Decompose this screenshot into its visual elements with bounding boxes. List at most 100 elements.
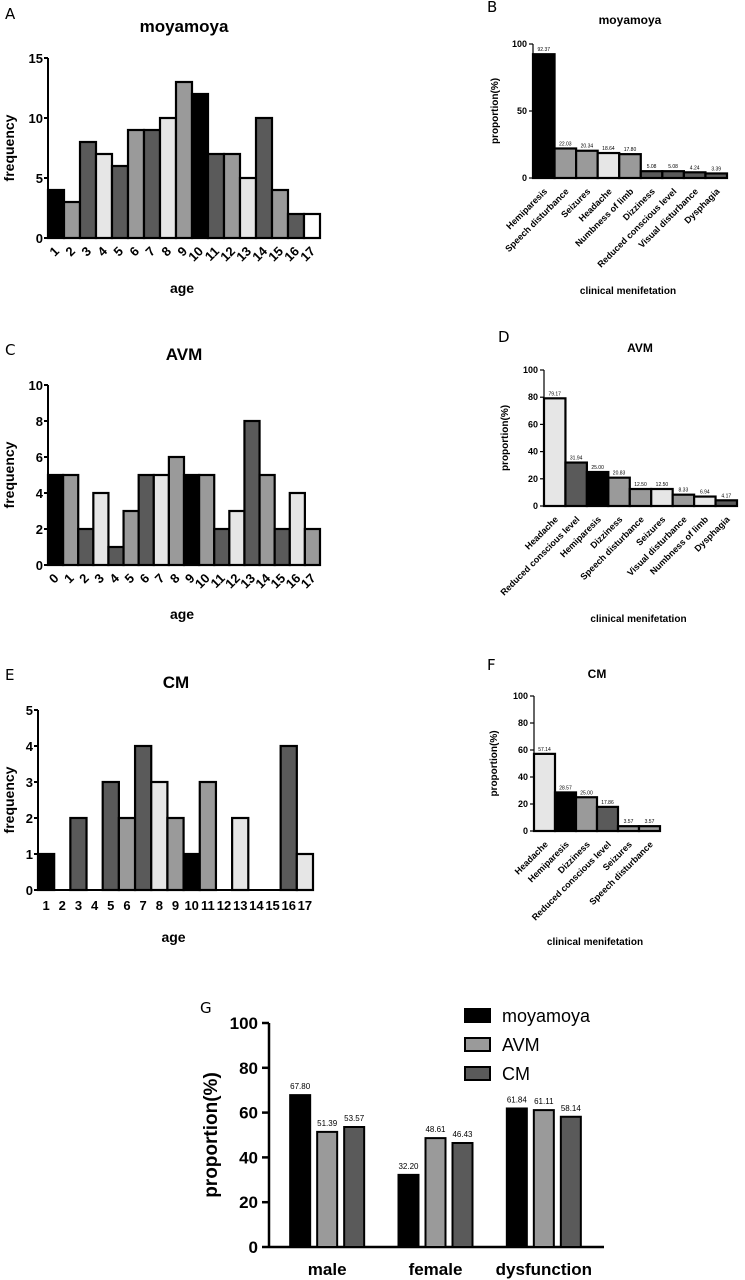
x-category-label: 5	[122, 571, 138, 587]
y-tick-label: 6	[36, 450, 43, 465]
bar-9	[174, 80, 194, 240]
bar-17	[303, 527, 322, 567]
data-label: 4.24	[690, 165, 700, 171]
bar-headache	[596, 151, 621, 180]
y-tick-label: 0	[533, 501, 538, 511]
y-tick-label: 0	[522, 173, 527, 183]
bar-2	[62, 200, 82, 240]
y-tick-label: 0	[36, 558, 43, 573]
chart-title: AVM	[627, 341, 653, 355]
bar-10	[182, 852, 201, 892]
legend-swatch-moyamoya	[464, 1008, 491, 1023]
bar-3	[92, 491, 110, 567]
bar-15	[273, 527, 291, 567]
bar-moyamoya-dysfunction	[505, 1107, 528, 1248]
y-tick-label: 40	[528, 447, 538, 457]
y-tick-label: 5	[36, 171, 43, 186]
y-axis-label: frequency	[1, 114, 17, 181]
chart-panel-f: F CM 0 20 40 60 80 100 proportion(%) clinical men…	[487, 656, 662, 948]
chart-title: moyamoya	[140, 17, 229, 36]
y-tick-label: 80	[239, 1059, 258, 1078]
y-axis-label: proportion(%)	[201, 1072, 222, 1198]
bar-6	[137, 473, 155, 567]
bar-5	[110, 164, 130, 240]
x-category-label: 3	[91, 571, 107, 587]
x-category-label: 1	[42, 898, 49, 913]
bar-17	[302, 212, 322, 240]
data-label: 92.37	[538, 47, 551, 53]
y-tick-label: 3	[26, 775, 33, 790]
data-label: 4.17	[721, 493, 731, 499]
x-category-label: 6	[126, 244, 142, 260]
y-tick-label: 10	[29, 378, 43, 393]
x-category-label: 7	[142, 244, 158, 260]
bar-16	[279, 744, 298, 892]
bar-15	[270, 188, 290, 240]
y-tick-label: 4	[26, 739, 34, 754]
data-label: 53.57	[344, 1114, 365, 1123]
y-tick-label: 2	[26, 811, 33, 826]
x-category-label: 7	[140, 898, 147, 913]
x-category-label: dysfunction	[496, 1260, 592, 1279]
y-axis-label: proportion(%)	[489, 730, 500, 796]
x-category-label: 17	[297, 244, 318, 265]
y-tick-label: 0	[249, 1238, 258, 1257]
legend: moyamoya AVM CM	[464, 1006, 591, 1084]
bar-dizziness	[639, 170, 664, 180]
y-tick-label: 40	[239, 1148, 258, 1167]
bar-6	[126, 128, 146, 240]
bar-avm-dysfunction	[532, 1109, 555, 1249]
bar-speech-disturbance	[637, 825, 662, 833]
bar-3	[78, 140, 98, 240]
x-category-label: male	[308, 1260, 347, 1279]
data-label: 6.94	[700, 490, 710, 496]
chart-title: moyamoya	[599, 13, 662, 27]
y-tick-label: 100	[513, 691, 528, 701]
y-tick-label: 40	[518, 772, 528, 782]
data-label: 17.86	[601, 800, 614, 806]
bar-numbness-of-limb	[618, 153, 642, 180]
data-label: 25.00	[591, 465, 604, 471]
bar-speech-disturbance	[553, 147, 578, 180]
y-tick-label: 4	[36, 486, 44, 501]
x-category-label: 15	[265, 898, 279, 913]
data-label: 20.34	[581, 144, 594, 150]
x-axis-label: age	[161, 929, 185, 945]
legend-label: AVM	[502, 1035, 540, 1055]
y-tick-label: 20	[239, 1193, 258, 1212]
data-label: 5.08	[647, 164, 657, 170]
y-tick-label: 0	[26, 883, 33, 898]
y-tick-label: 5	[26, 703, 33, 718]
bar-7	[142, 128, 162, 240]
data-label: 3.39	[711, 166, 721, 172]
bar-4	[94, 152, 114, 240]
x-axis-label: clinical menifetation	[580, 286, 676, 297]
y-tick-label: 60	[239, 1104, 258, 1123]
bar-12	[222, 152, 242, 240]
bar-7	[133, 744, 153, 892]
bar-10	[198, 473, 216, 567]
y-tick-label: 100	[230, 1014, 258, 1033]
bar-14	[254, 116, 274, 240]
bar-headache	[542, 397, 567, 508]
bar-hemiparesis	[585, 470, 610, 508]
bar-8	[150, 780, 169, 892]
legend-swatch-cm	[464, 1066, 491, 1081]
y-tick-label: 1	[26, 847, 33, 862]
y-tick-label: 0	[36, 231, 43, 246]
x-category-label: 8	[158, 244, 174, 260]
data-label: 48.61	[425, 1125, 446, 1134]
x-category-label: 12	[217, 898, 231, 913]
x-category-label: 4	[106, 570, 122, 586]
x-axis-label: clinical menifetation	[590, 614, 686, 625]
panel-letter: B	[487, 0, 497, 16]
bar-8	[158, 116, 178, 240]
y-axis-label: frequency	[1, 766, 17, 833]
bar-5	[122, 509, 140, 567]
bar-1	[46, 188, 66, 240]
data-label: 5.08	[668, 164, 678, 170]
data-label: 32.20	[398, 1162, 419, 1171]
x-category-label: 5	[110, 244, 126, 260]
panel-letter: E	[5, 666, 14, 684]
